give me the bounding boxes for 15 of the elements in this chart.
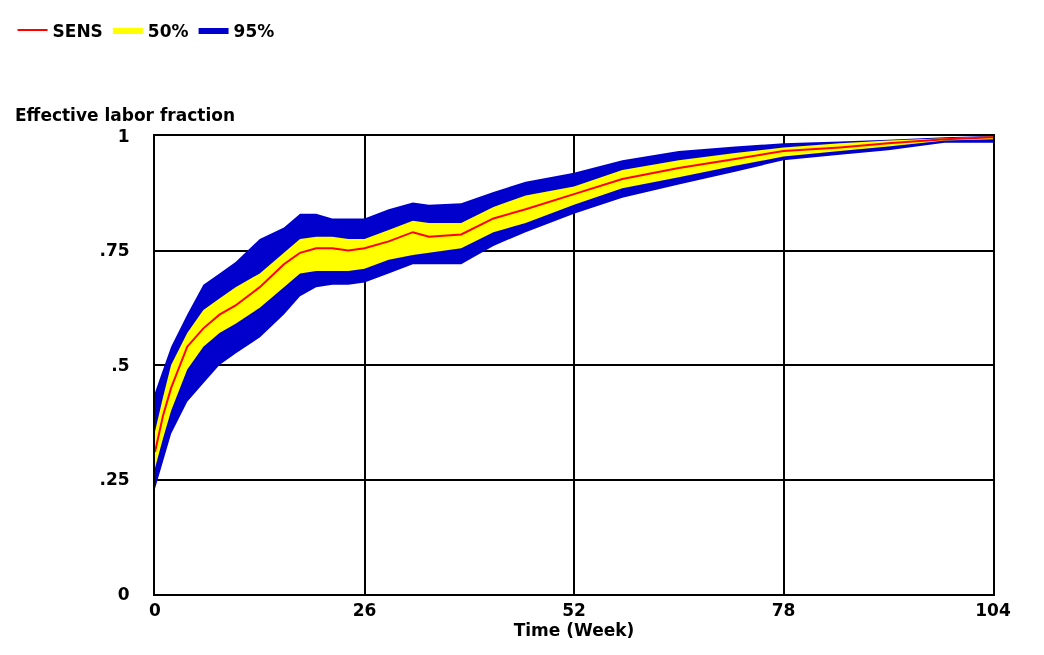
legend-label: SENS [52,20,103,41]
y-axis-title: Effective labor fraction [15,105,235,125]
y-tick-label: 1 [117,125,130,146]
y-tick-label: .25 [99,469,130,490]
y-tick-label: .75 [99,240,130,261]
legend-label: 50% [147,20,189,41]
x-tick-label: 0 [149,600,162,621]
legend-label: 95% [233,20,275,41]
y-tick-label: 0 [117,583,130,604]
x-tick-label: 26 [352,600,377,621]
x-tick-label: 52 [562,600,586,621]
x-axis-title: Time (Week) [513,620,635,641]
x-tick-label: 78 [771,600,796,621]
x-tick-label: 104 [975,600,1011,621]
y-tick-label: .5 [111,354,130,375]
